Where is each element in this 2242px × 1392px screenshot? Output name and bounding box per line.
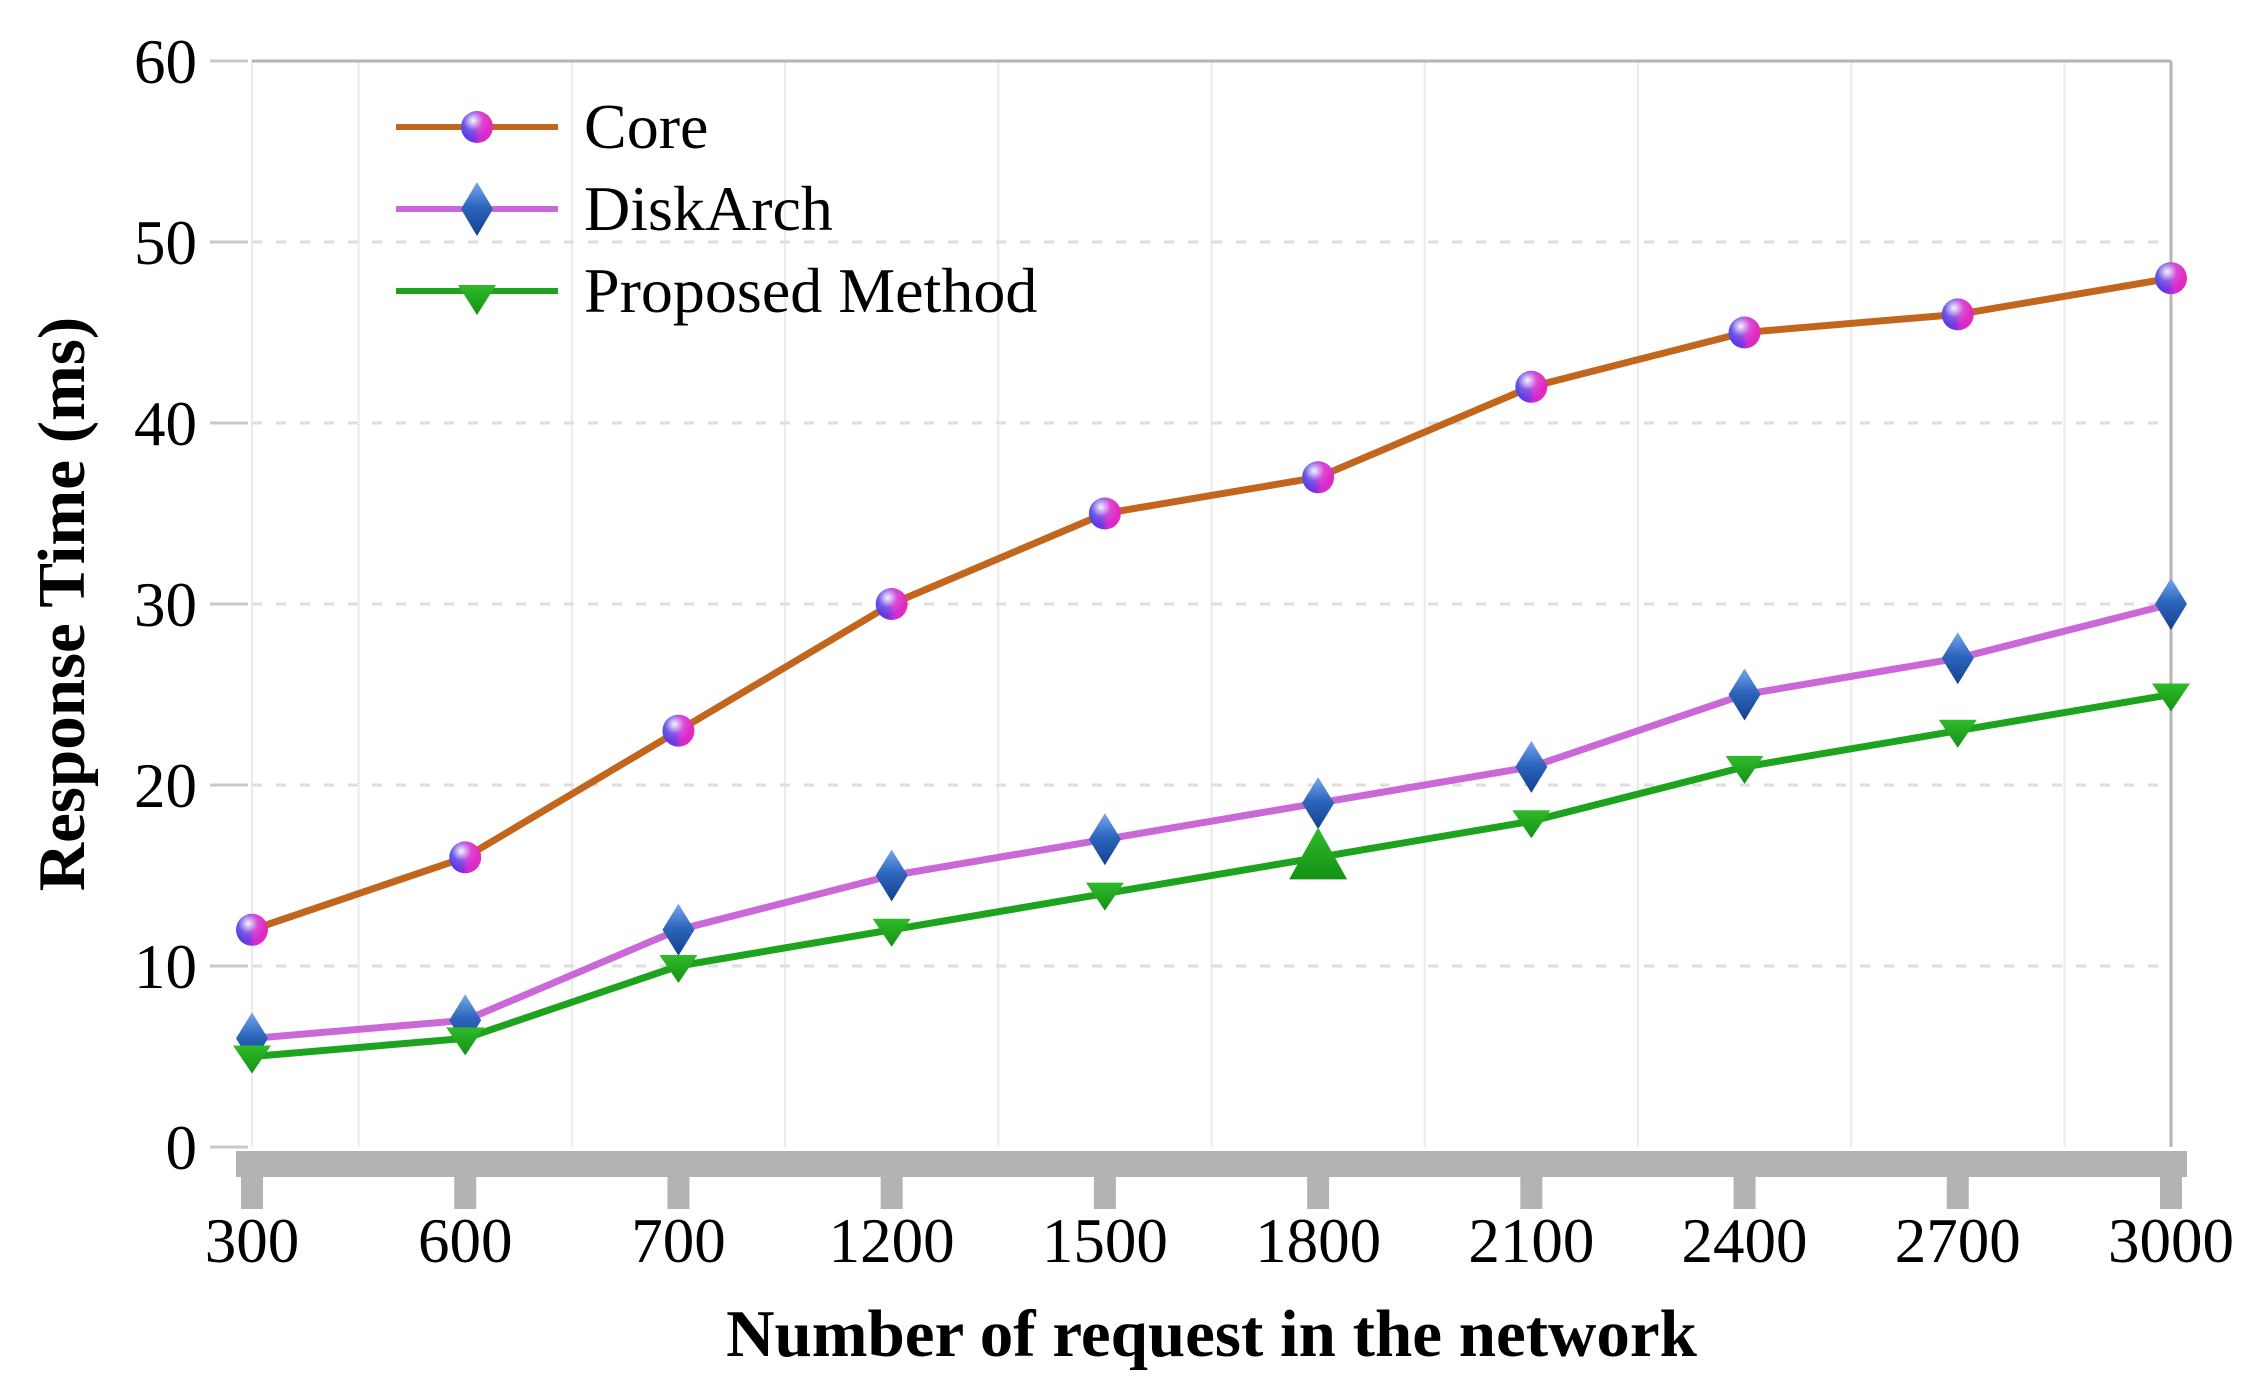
marker-diskarch xyxy=(1302,777,1335,830)
core-ball-highlight xyxy=(461,111,493,143)
legend-item-diskarch: DiskArch xyxy=(392,168,1037,250)
marker-proposed-method xyxy=(446,1027,485,1056)
x-axis-title: Number of request in the network xyxy=(726,1297,1697,1371)
marker-core-highlight xyxy=(2155,262,2187,295)
x-tick-label: 3000 xyxy=(2108,1206,2234,1276)
marker-core-highlight xyxy=(1302,461,1335,494)
marker-core-highlight xyxy=(236,913,268,946)
marker-proposed-method xyxy=(1938,719,1977,748)
series-line-proposed-method xyxy=(251,691,2172,1060)
x-axis-tick xyxy=(1733,1177,1756,1209)
marker-proposed-method xyxy=(659,955,698,983)
marker-core-highlight xyxy=(1088,497,1121,530)
legend-item-core: Core xyxy=(392,86,1037,168)
x-axis-tick xyxy=(241,1177,263,1209)
series-line-core xyxy=(250,274,2172,934)
marker-core-highlight xyxy=(875,588,908,620)
x-tick-label: 2100 xyxy=(1468,1206,1594,1276)
x-tick-label: 1200 xyxy=(829,1206,955,1276)
y-tick-label: 10 xyxy=(134,932,197,1002)
marker-diskarch xyxy=(449,994,482,1047)
x-tick-label: 1500 xyxy=(1042,1206,1168,1276)
y-tick-label: 50 xyxy=(134,208,197,278)
marker-core-highlight xyxy=(449,841,482,874)
marker-proposed-method-large-up xyxy=(1289,827,1348,880)
marker-core-highlight xyxy=(1728,316,1761,349)
legend-item-proposed-method: Proposed Method xyxy=(392,250,1037,332)
core-line-marker-icon xyxy=(396,111,558,143)
x-tick-label: 2700 xyxy=(1895,1206,2021,1276)
x-tick-label: 700 xyxy=(631,1206,726,1276)
legend: Core DiskArch Proposed Method xyxy=(392,86,1037,332)
proposed-method-triangle-icon xyxy=(458,285,496,315)
x-tick-label: 600 xyxy=(418,1206,513,1276)
diskarch-line-marker-icon xyxy=(396,182,558,236)
x-axis-tick xyxy=(880,1177,903,1209)
y-tick-label: 60 xyxy=(134,27,197,97)
y-axis-title: Response Time (ms) xyxy=(25,316,99,892)
marker-proposed-method xyxy=(233,1045,271,1074)
x-axis-tick xyxy=(1307,1177,1330,1209)
marker-diskarch xyxy=(1088,813,1121,866)
marker-proposed-method xyxy=(2152,683,2190,712)
diskarch-diamond-icon xyxy=(461,182,493,236)
x-tick-label: 300 xyxy=(205,1206,300,1276)
x-axis-tick xyxy=(1520,1177,1543,1209)
marker-diskarch xyxy=(662,903,695,956)
marker-proposed-method xyxy=(1512,810,1551,839)
x-axis-band xyxy=(236,1151,2187,1177)
proposed-method-line-marker-icon xyxy=(396,285,558,315)
x-axis-tick xyxy=(1093,1177,1116,1209)
marker-core-highlight xyxy=(1515,370,1548,403)
x-axis-tick xyxy=(2160,1177,2182,1209)
legend-label-core: Core xyxy=(584,91,709,162)
y-tick-label: 40 xyxy=(134,389,197,459)
marker-diskarch xyxy=(1728,668,1761,721)
marker-diskarch xyxy=(875,849,908,902)
marker-diskarch xyxy=(1941,632,1974,685)
series-line-diskarch xyxy=(251,600,2172,1042)
marker-proposed-method xyxy=(1725,755,1764,784)
y-tick-label: 20 xyxy=(134,751,197,821)
legend-label-proposed-method: Proposed Method xyxy=(584,255,1038,326)
x-axis-tick xyxy=(454,1177,477,1209)
marker-core-highlight xyxy=(1941,298,1974,331)
marker-diskarch xyxy=(2155,578,2187,630)
x-axis-tick xyxy=(1946,1177,1969,1209)
marker-proposed-method xyxy=(872,918,911,947)
x-tick-label: 1800 xyxy=(1255,1206,1381,1276)
y-tick-label: 0 xyxy=(166,1113,198,1183)
x-axis-tick xyxy=(667,1177,690,1209)
legend-label-diskarch: DiskArch xyxy=(584,173,833,244)
marker-diskarch xyxy=(1515,740,1548,793)
marker-proposed-method xyxy=(1085,882,1124,911)
x-tick-label: 2400 xyxy=(1682,1206,1808,1276)
marker-core-highlight xyxy=(662,714,695,747)
y-tick-label: 30 xyxy=(134,570,197,640)
